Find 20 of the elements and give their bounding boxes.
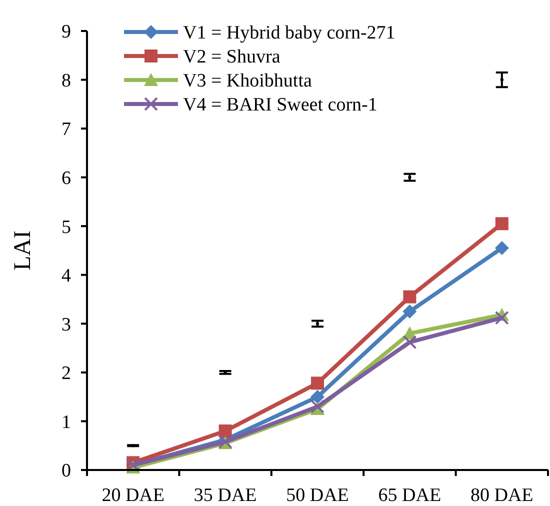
x-tick-label: 50 DAE bbox=[286, 485, 349, 506]
y-tick-label: 2 bbox=[62, 363, 71, 384]
y-tick-label: 5 bbox=[62, 216, 71, 238]
legend-label: V1 = Hybrid baby corn-271 bbox=[183, 22, 396, 44]
y-tick-label: 1 bbox=[62, 412, 71, 433]
legend-label: V3 = Khoibhutta bbox=[183, 70, 312, 92]
y-tick-label: 4 bbox=[62, 266, 72, 287]
x-tick-label: 80 DAE bbox=[470, 485, 534, 506]
x-tick-label: 35 DAE bbox=[194, 485, 257, 506]
y-axis-title: LAI bbox=[10, 230, 36, 270]
legend-label: V4 = BARI Sweet corn-1 bbox=[183, 94, 378, 116]
x-tick-label: 65 DAE bbox=[378, 485, 442, 506]
y-tick-label: 8 bbox=[62, 70, 71, 92]
y-tick-label: 9 bbox=[62, 22, 71, 43]
y-tick-label: 6 bbox=[62, 168, 71, 189]
y-tick-label: 3 bbox=[62, 314, 71, 336]
y-tick-label: 7 bbox=[62, 119, 71, 140]
x-tick-label: 20 DAE bbox=[102, 485, 165, 506]
y-tick-label: 0 bbox=[62, 460, 71, 482]
legend-label: V2 = Shuvra bbox=[183, 46, 281, 68]
